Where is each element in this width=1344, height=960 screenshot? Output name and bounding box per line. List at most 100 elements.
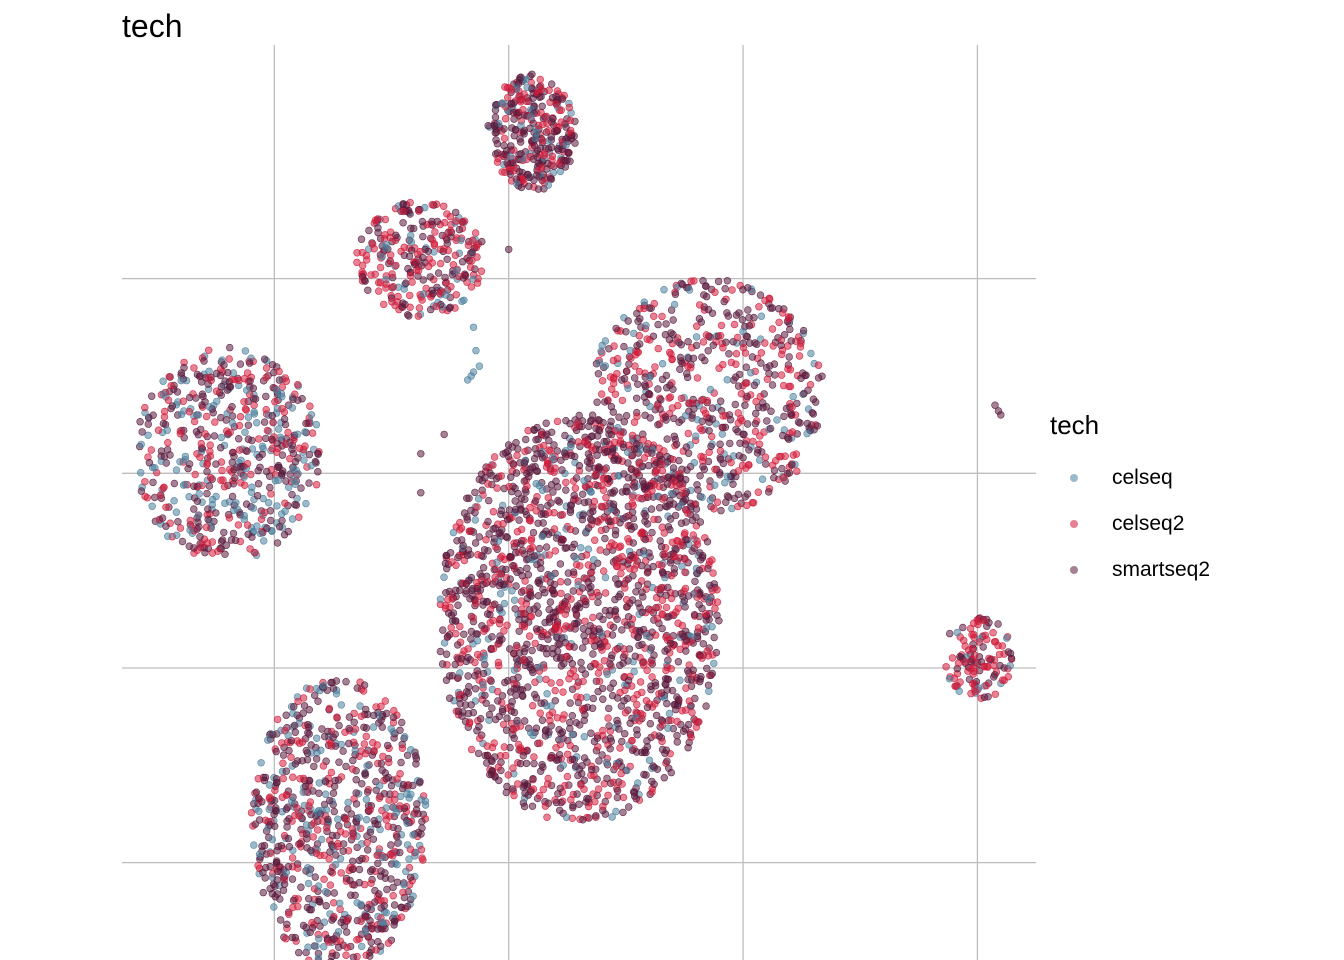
data-point-smartseq2 bbox=[538, 716, 547, 724]
data-point-celseq bbox=[456, 669, 464, 677]
data-point-smartseq2 bbox=[661, 647, 669, 655]
data-point-smartseq2 bbox=[467, 573, 476, 582]
data-point-celseq bbox=[314, 882, 323, 890]
data-point-celseq2 bbox=[234, 521, 243, 529]
data-point-celseq2 bbox=[510, 539, 518, 547]
data-point-celseq2 bbox=[353, 258, 361, 267]
data-point-smartseq2 bbox=[538, 102, 546, 111]
data-point-smartseq2 bbox=[434, 269, 443, 277]
data-point-smartseq2 bbox=[397, 758, 405, 767]
data-point-celseq2 bbox=[616, 542, 625, 550]
data-point-celseq bbox=[265, 805, 273, 813]
data-point-celseq2 bbox=[337, 869, 345, 877]
data-point-smartseq2 bbox=[291, 933, 300, 942]
data-point-celseq bbox=[382, 804, 390, 812]
data-point-smartseq2 bbox=[557, 662, 566, 670]
data-point-smartseq2 bbox=[407, 246, 416, 255]
data-point-celseq2 bbox=[501, 751, 510, 760]
data-point-celseq bbox=[803, 429, 811, 438]
data-point-celseq2 bbox=[432, 302, 440, 311]
data-point-smartseq2 bbox=[260, 418, 269, 426]
data-point-celseq2 bbox=[594, 669, 603, 677]
data-point-smartseq2 bbox=[138, 428, 146, 436]
data-point-smartseq2 bbox=[633, 730, 641, 739]
data-point-celseq2 bbox=[991, 690, 999, 698]
data-point-celseq2 bbox=[998, 642, 1007, 650]
data-point-celseq bbox=[544, 181, 552, 189]
data-point-celseq2 bbox=[619, 793, 628, 802]
data-point-smartseq2 bbox=[477, 714, 485, 723]
data-point-smartseq2 bbox=[513, 568, 521, 576]
data-point-celseq bbox=[137, 440, 145, 449]
data-point-celseq bbox=[403, 841, 412, 849]
data-point-smartseq2 bbox=[307, 810, 315, 819]
data-point-celseq2 bbox=[732, 360, 740, 368]
data-point-celseq2 bbox=[635, 717, 643, 725]
data-point-celseq2 bbox=[702, 609, 710, 618]
data-point-celseq bbox=[407, 231, 415, 240]
data-point-celseq2 bbox=[477, 267, 486, 275]
data-point-smartseq2 bbox=[667, 768, 675, 777]
data-point-celseq2 bbox=[599, 567, 608, 575]
data-point-smartseq2 bbox=[243, 447, 251, 455]
data-point-smartseq2 bbox=[754, 446, 762, 454]
data-point-smartseq2 bbox=[757, 359, 765, 367]
data-point-celseq2 bbox=[325, 704, 334, 713]
data-point-smartseq2 bbox=[514, 673, 522, 681]
data-point-smartseq2 bbox=[734, 382, 743, 390]
data-point-smartseq2 bbox=[488, 770, 496, 778]
data-point-celseq2 bbox=[613, 355, 622, 363]
data-point-celseq bbox=[195, 490, 203, 498]
data-point-celseq2 bbox=[705, 557, 714, 566]
data-point-celseq bbox=[304, 943, 312, 951]
data-point-celseq2 bbox=[337, 773, 346, 781]
data-point-celseq2 bbox=[390, 706, 398, 715]
data-point-celseq2 bbox=[635, 494, 643, 502]
data-point-smartseq2 bbox=[743, 490, 752, 498]
data-point-celseq bbox=[1006, 661, 1014, 670]
data-point-celseq2 bbox=[255, 435, 263, 443]
data-point-celseq bbox=[757, 312, 766, 320]
data-point-celseq2 bbox=[668, 404, 677, 412]
data-point-smartseq2 bbox=[682, 518, 690, 526]
data-point-celseq bbox=[692, 333, 701, 341]
data-point-celseq bbox=[293, 430, 302, 438]
data-point-smartseq2 bbox=[575, 411, 583, 420]
data-point-smartseq2 bbox=[524, 171, 532, 179]
data-point-smartseq2 bbox=[484, 517, 492, 526]
data-point-smartseq2 bbox=[634, 380, 642, 388]
data-point-smartseq2 bbox=[723, 309, 731, 317]
data-point-celseq bbox=[313, 749, 321, 757]
data-point-celseq2 bbox=[556, 577, 565, 586]
data-point-celseq bbox=[337, 701, 345, 709]
data-point-smartseq2 bbox=[260, 841, 269, 850]
data-point-celseq2 bbox=[293, 804, 301, 812]
data-point-celseq2 bbox=[534, 121, 543, 130]
data-point-celseq2 bbox=[271, 786, 279, 795]
data-point-celseq2 bbox=[141, 403, 149, 412]
data-point-smartseq2 bbox=[689, 666, 697, 674]
data-point-smartseq2 bbox=[461, 271, 470, 280]
data-point-smartseq2 bbox=[387, 841, 395, 849]
data-point-celseq2 bbox=[636, 678, 645, 686]
data-point-smartseq2 bbox=[775, 305, 783, 313]
data-point-smartseq2 bbox=[352, 800, 361, 808]
data-point-celseq2 bbox=[573, 421, 582, 429]
data-point-smartseq2 bbox=[569, 587, 577, 595]
data-point-smartseq2 bbox=[729, 480, 737, 488]
data-point-celseq2 bbox=[604, 791, 612, 799]
data-point-smartseq2 bbox=[329, 789, 338, 797]
data-point-celseq2 bbox=[701, 409, 710, 418]
data-point-smartseq2 bbox=[777, 341, 785, 349]
data-point-smartseq2 bbox=[554, 496, 562, 505]
data-point-smartseq2 bbox=[512, 439, 520, 447]
data-point-smartseq2 bbox=[613, 793, 622, 802]
data-point-celseq2 bbox=[381, 215, 390, 224]
data-point-smartseq2 bbox=[587, 765, 596, 774]
data-point-smartseq2 bbox=[745, 322, 753, 330]
data-point-celseq2 bbox=[611, 390, 620, 398]
data-point-smartseq2 bbox=[626, 719, 634, 727]
data-point-celseq2 bbox=[998, 676, 1007, 684]
data-point-celseq bbox=[469, 323, 478, 331]
data-point-smartseq2 bbox=[690, 405, 698, 413]
